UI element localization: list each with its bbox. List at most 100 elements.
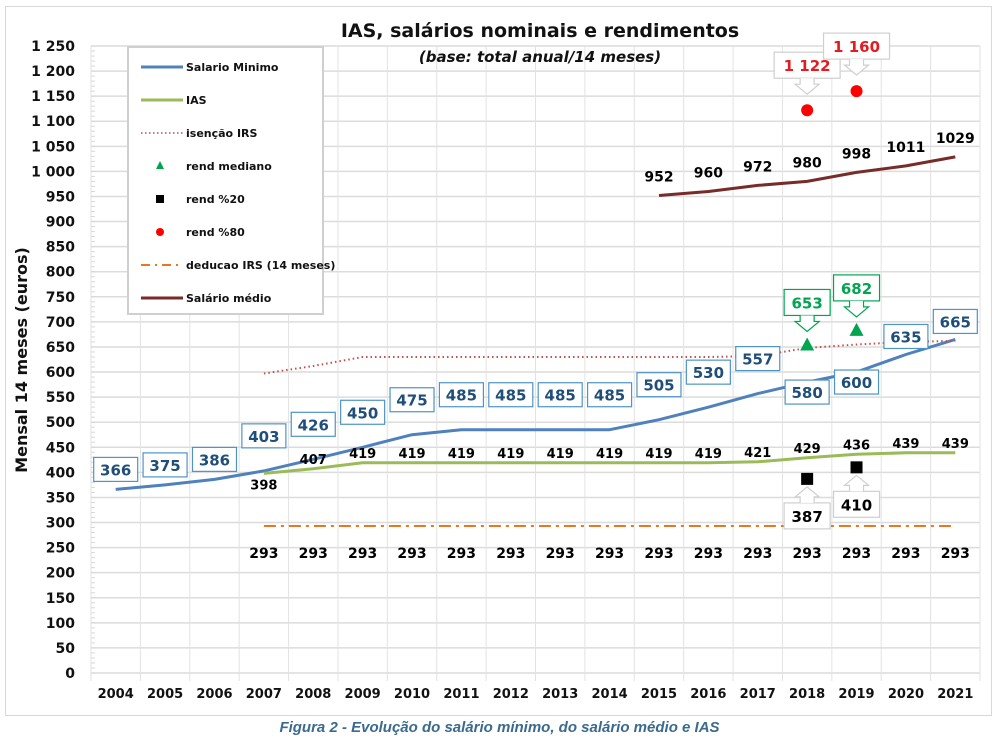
data-label-salario-minimo: 485	[446, 387, 477, 405]
y-tick-label: 500	[46, 415, 75, 431]
data-label-salario-minimo: 557	[742, 351, 773, 369]
data-label-salario-minimo-box	[932, 308, 978, 335]
data-label-ias: 407	[300, 453, 327, 468]
data-label-rend-80: 1 122	[784, 57, 831, 75]
data-label-rend-20-arrow	[842, 474, 871, 492]
data-label-deducao-irs: 293	[842, 546, 871, 562]
x-tick-label: 2021	[937, 687, 973, 702]
data-label-rend-80-arrow	[793, 78, 821, 95]
data-label-salario-minimo: 475	[396, 392, 427, 410]
y-tick-label: 100	[46, 616, 75, 632]
y-tick-label: 300	[46, 516, 75, 532]
data-label-ias: 419	[497, 447, 524, 462]
data-label-deducao-irs: 293	[299, 546, 328, 562]
data-label-ias: 419	[398, 447, 425, 462]
y-tick-label: 150	[46, 591, 75, 607]
chart-subtitle: (base: total anual/14 meses)	[419, 48, 661, 66]
data-label-salario-minimo-box	[586, 382, 633, 408]
data-label-ias: 419	[695, 447, 722, 462]
legend-swatch-rend-20	[156, 195, 164, 203]
y-tick-label: 750	[46, 290, 75, 306]
data-label-rend-mediano: 653	[791, 294, 822, 312]
series-line-isen-o-irs	[263, 339, 956, 375]
data-label-salario-minimo-box	[833, 369, 880, 395]
x-tick-label: 2009	[345, 687, 381, 702]
data-label-salario-minimo-box	[685, 359, 731, 385]
y-tick-label: 1 100	[31, 114, 75, 130]
data-label-deducao-irs: 293	[496, 546, 525, 562]
legend-label-salario-minimo: Salario Minimo	[186, 61, 279, 74]
data-label-salario-minimo-box	[191, 446, 238, 472]
data-label-salario-minimo-box	[537, 382, 583, 408]
data-label-rend-20-arrow	[793, 486, 821, 503]
data-label-salario-minimo-box	[142, 452, 188, 478]
data-label-ias: 419	[448, 447, 475, 462]
marker-rend-20	[801, 472, 814, 485]
data-label-salario-minimo: 580	[791, 384, 822, 402]
x-tick-label: 2011	[443, 687, 479, 702]
data-label-deducao-irs: 293	[891, 546, 920, 562]
data-label-rend-80-box	[822, 32, 891, 60]
y-tick-label: 50	[56, 641, 76, 657]
data-label-salario-minimo: 403	[248, 428, 279, 446]
y-tick-label: 1 250	[31, 39, 75, 55]
y-tick-label: 350	[46, 490, 75, 506]
marker-rend-mediano	[800, 337, 815, 351]
data-label-salario-minimo: 505	[643, 377, 674, 395]
x-tick-label: 2013	[542, 687, 578, 702]
data-label-salario-medio: 972	[743, 159, 772, 175]
data-label-salario-medio: 960	[694, 165, 723, 181]
y-tick-label: 900	[46, 215, 75, 231]
data-label-salario-minimo: 485	[495, 387, 526, 405]
data-label-salario-minimo-box	[241, 423, 287, 449]
legend-label-rend-80: rend %80	[186, 226, 245, 239]
y-axis-label: Mensal 14 meses (euros)	[12, 247, 31, 473]
data-label-ias: 419	[349, 447, 376, 462]
legend-label-rend-20: rend %20	[186, 193, 245, 206]
y-tick-label: 250	[46, 541, 75, 557]
data-label-ias: 419	[547, 447, 574, 462]
data-label-deducao-irs: 293	[348, 546, 377, 562]
chart-title: IAS, salários nominais e rendimentos	[341, 20, 739, 42]
marker-rend-mediano	[849, 322, 864, 336]
x-axis-ticks: 2004 2005 2006 2007 2008 2009 2010 2011 2012 2013…	[98, 687, 974, 702]
data-label-rend-mediano-box	[832, 274, 881, 302]
x-tick-label: 2017	[740, 687, 776, 702]
legend-label-deducao-irs-14-meses-: deducao IRS (14 meses)	[186, 259, 335, 272]
y-tick-label: 650	[46, 340, 75, 356]
y-tick-label: 550	[46, 390, 75, 406]
data-label-ias: 419	[645, 447, 672, 462]
data-label-salario-minimo: 485	[594, 387, 625, 405]
marker-rend-80	[850, 85, 863, 98]
data-label-salario-minimo-box	[488, 382, 534, 408]
data-label-salario-minimo-box	[290, 411, 336, 437]
y-tick-label: 450	[46, 440, 75, 456]
data-label-deducao-irs: 293	[941, 546, 970, 562]
data-labels-layer: 366 375 386 403 426 450 475 485 485 485 485 505 530 5…	[93, 32, 978, 562]
x-tick-label: 2012	[493, 687, 529, 702]
series-line-ias	[263, 451, 956, 475]
data-label-deducao-irs: 293	[793, 546, 822, 562]
data-label-salario-medio: 998	[842, 146, 871, 162]
data-label-salario-medio: 1011	[886, 140, 925, 156]
y-tick-label: 400	[46, 465, 75, 481]
data-label-ias: 421	[744, 446, 771, 461]
data-label-rend-mediano-box	[783, 288, 831, 317]
data-label-rend-20: 387	[791, 508, 822, 526]
legend: Salario Minimo IAS isenção IRS rend mediano…	[127, 46, 335, 315]
data-label-salario-minimo: 375	[149, 457, 180, 475]
data-label-salario-minimo-box	[883, 323, 929, 350]
y-tick-label: 700	[46, 315, 75, 331]
x-tick-label: 2008	[295, 687, 331, 702]
data-label-rend-20-box	[783, 502, 831, 530]
legend-box	[127, 46, 324, 315]
y-tick-label: 1 050	[31, 139, 75, 155]
data-label-deducao-irs: 293	[595, 546, 624, 562]
data-label-deducao-irs: 293	[694, 546, 723, 562]
legend-swatch-rend-80	[156, 228, 164, 236]
data-label-salario-minimo: 450	[347, 404, 378, 422]
marker-rend-20	[850, 461, 863, 474]
data-label-deducao-irs: 293	[397, 546, 426, 562]
legend-label-rend-mediano: rend mediano	[186, 160, 272, 173]
